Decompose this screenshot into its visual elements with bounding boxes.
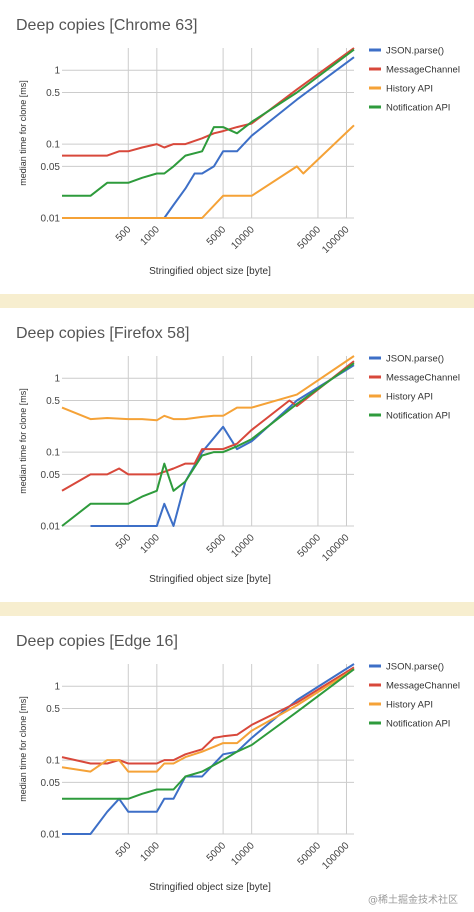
series-line — [90, 364, 355, 527]
watermark: @稀土掘金技术社区 — [368, 895, 458, 906]
x-tick-label: 100000 — [320, 224, 352, 256]
legend-swatch — [369, 683, 381, 687]
series-line — [62, 663, 355, 835]
y-tick-label: 1 — [54, 682, 60, 693]
x-tick-label: 10000 — [229, 840, 257, 868]
legend-swatch — [369, 375, 381, 379]
x-tick-label: 5000 — [205, 224, 229, 248]
x-tick-label: 5000 — [205, 840, 229, 864]
chart-title: Deep copies [Firefox 58] — [16, 325, 189, 342]
series-line — [61, 360, 355, 492]
x-tick-label: 100000 — [320, 532, 352, 564]
chart-title: Deep copies [Chrome 63] — [16, 17, 197, 34]
y-tick-label: 0.05 — [41, 778, 61, 789]
y-axis-label: median time for clone [ms] — [18, 80, 28, 186]
y-tick-label: 0.01 — [41, 522, 61, 533]
chart-panel-edge: Deep copies [Edge 16] 500 1000 5000 10000 500… — [0, 616, 474, 912]
x-tick-label: 10000 — [229, 224, 257, 252]
series-line — [62, 668, 355, 800]
y-tick-label: 1 — [54, 66, 60, 77]
y-tick-label: 0.5 — [46, 396, 60, 407]
series-line — [62, 47, 355, 157]
series-line — [61, 666, 355, 765]
x-tick-label: 500 — [114, 224, 134, 244]
y-tick-label: 0.05 — [41, 162, 61, 173]
x-tick-label: 1000 — [138, 840, 162, 864]
chart-title: Deep copies [Edge 16] — [16, 633, 178, 650]
legend-swatch — [369, 356, 381, 360]
legend-swatch — [369, 702, 381, 706]
x-tick-label: 5000 — [205, 532, 229, 556]
x-tick-label: 1000 — [138, 224, 162, 248]
y-tick-label: 0.5 — [46, 704, 60, 715]
x-tick-label: 1000 — [138, 532, 162, 556]
x-tick-label: 100000 — [320, 840, 352, 872]
legend-swatch — [369, 105, 381, 109]
chart-edge: Deep copies [Edge 16]500 1000 5000 10000 500… — [16, 633, 460, 893]
legend-label: MessageChannel — [386, 681, 460, 692]
x-tick-label: 500 — [114, 532, 134, 552]
legend-label: Notification API — [386, 719, 450, 730]
legend-label: Notification API — [386, 411, 450, 422]
series-line — [62, 48, 355, 197]
y-tick-label: 0.1 — [46, 140, 60, 151]
y-tick-label: 0.01 — [41, 214, 61, 225]
x-tick-label: 10000 — [229, 532, 257, 560]
y-tick-label: 0.1 — [46, 448, 60, 459]
y-tick-label: 0.05 — [41, 470, 61, 481]
legend-label: JSON.parse() — [386, 46, 444, 57]
series-line — [61, 362, 355, 527]
x-axis-label: Stringified object size [byte] — [149, 574, 271, 585]
y-axis-label: median time for clone [ms] — [18, 696, 28, 802]
x-axis-label: Stringified object size [byte] — [149, 266, 271, 277]
chart-panel-firefox: Deep copies [Firefox 58] 500 1000 5000 10000… — [0, 308, 474, 602]
y-tick-label: 0.01 — [41, 830, 61, 841]
legend-label: History API — [386, 700, 433, 711]
legend-label: History API — [386, 392, 433, 403]
chart-chrome: Deep copies [Chrome 63]500 1000 5000 10000 5… — [16, 17, 460, 277]
chart-firefox: Deep copies [Firefox 58]500 1000 5000 10000… — [16, 325, 460, 585]
legend-label: History API — [386, 84, 433, 95]
chart-panel-chrome: Deep copies [Chrome 63] 500 1000 5000 10000 5… — [0, 0, 474, 294]
legend-swatch — [369, 721, 381, 725]
legend-swatch — [369, 86, 381, 90]
x-axis-label: Stringified object size [byte] — [149, 882, 271, 893]
y-tick-label: 0.5 — [46, 88, 60, 99]
legend-swatch — [369, 67, 381, 71]
series-line — [62, 124, 355, 219]
legend-label: Notification API — [386, 103, 450, 114]
x-tick-label: 500 — [114, 840, 134, 860]
legend-label: MessageChannel — [386, 373, 460, 384]
legend-swatch — [369, 48, 381, 52]
legend-label: JSON.parse() — [386, 354, 444, 365]
series-line — [61, 668, 355, 773]
legend-label: MessageChannel — [386, 65, 460, 76]
y-axis-label: median time for clone [ms] — [18, 388, 28, 494]
y-tick-label: 1 — [54, 374, 60, 385]
legend-label: JSON.parse() — [386, 662, 444, 673]
legend-swatch — [369, 413, 381, 417]
y-tick-label: 0.1 — [46, 756, 60, 767]
legend-swatch — [369, 394, 381, 398]
series-line — [61, 355, 355, 422]
legend-swatch — [369, 664, 381, 668]
